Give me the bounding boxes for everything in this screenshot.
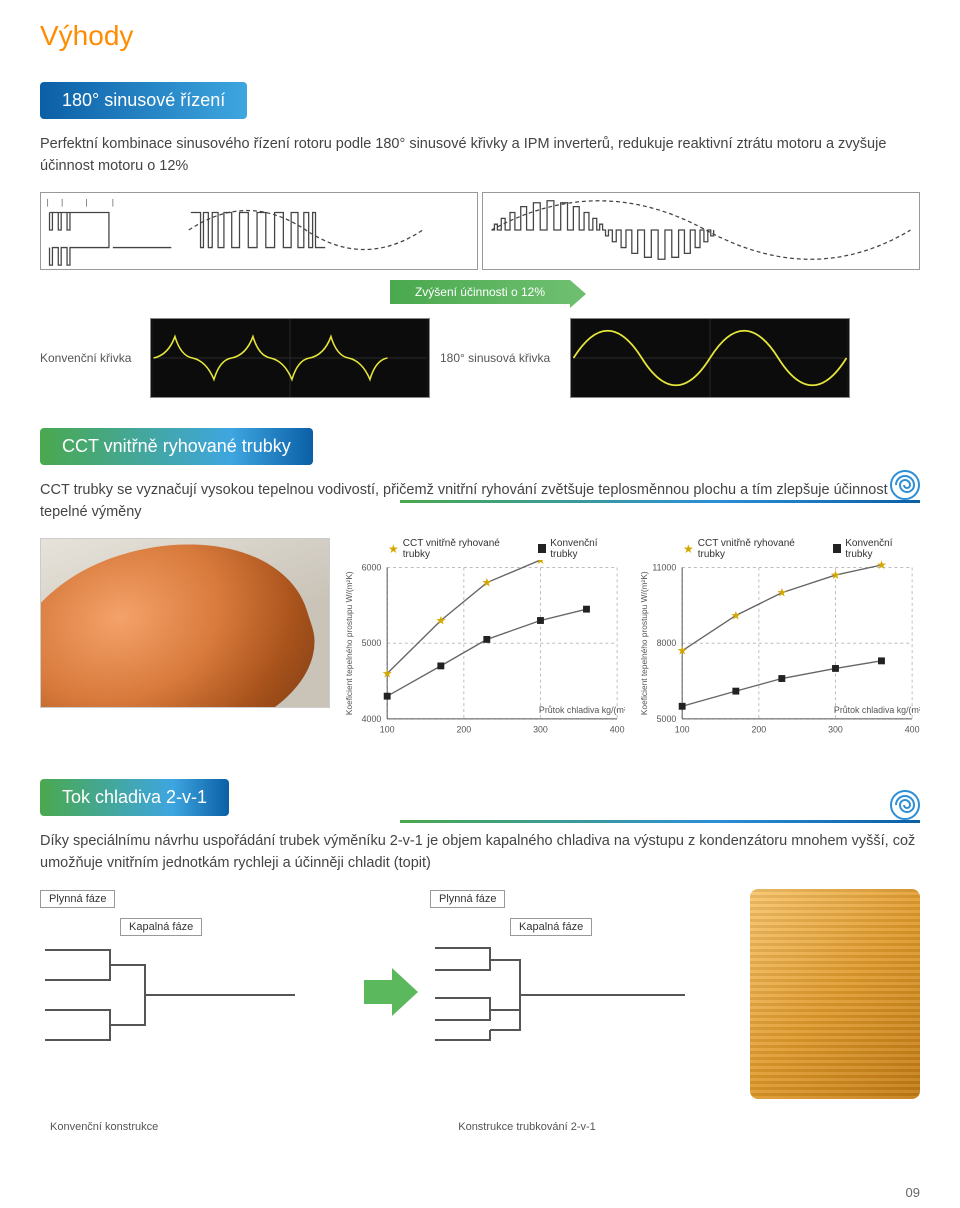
conv-pipes-col: Plynná fáze Kapalná fáze: [40, 889, 350, 1063]
efficiency-badge: Zvýšení účinnosti o 12%: [390, 280, 570, 304]
svg-text:300: 300: [828, 725, 843, 735]
new-pipes-col: Plynná fáze Kapalná fáze: [430, 889, 740, 1063]
oscilloscope-row: Konvenční křivka 180° sinusová křivka: [40, 318, 920, 398]
svg-text:★: ★: [777, 587, 788, 600]
osc-left-label: Konvenční křivka: [40, 351, 140, 365]
page-number: 09: [906, 1185, 920, 1200]
svg-text:5000: 5000: [362, 638, 382, 648]
section1-heading: 180° sinusové řízení: [40, 82, 247, 119]
osc-left: [150, 318, 430, 398]
legend-conv: Konvenční trubky: [550, 538, 625, 560]
gas-label-1: Plynná fáze: [40, 890, 115, 908]
section2-heading: CCT vnitřně ryhované trubky: [40, 428, 313, 465]
pwm-sine-wave: [482, 192, 920, 270]
svg-text:5000: 5000: [657, 714, 677, 724]
svg-text:★: ★: [482, 576, 493, 589]
legend-conv-2: Konvenční trubky: [845, 538, 920, 560]
svg-text:★: ★: [677, 645, 688, 658]
svg-text:6000: 6000: [362, 562, 382, 572]
accent-line: [400, 500, 920, 503]
svg-text:100: 100: [675, 725, 690, 735]
svg-text:★: ★: [535, 560, 546, 567]
liquid-label-2: Kapalná fáze: [510, 918, 592, 936]
svg-text:Koeficient tepelného prostupu: Koeficient tepelného prostupu W/(m²K): [344, 571, 354, 715]
conv-label: Konvenční konstrukce: [50, 1121, 158, 1133]
spiral-icon: [890, 470, 920, 500]
coil-image: [750, 889, 920, 1099]
accent-line-2: [400, 820, 920, 823]
svg-text:300: 300: [533, 725, 548, 735]
svg-text:100: 100: [380, 725, 395, 735]
section1-body: Perfektní kombinace sinusového řízení ro…: [40, 133, 920, 178]
svg-text:400: 400: [610, 725, 625, 735]
svg-text:200: 200: [456, 725, 471, 735]
section3-body: Díky speciálnímu návrhu uspořádání trube…: [40, 830, 920, 875]
svg-text:Koeficient tepelného prostupu: Koeficient tepelného prostupu W/(m²K): [639, 571, 649, 715]
legend-cct-2: CCT vnitřně ryhované trubky: [698, 538, 821, 560]
osc-right: [570, 318, 850, 398]
svg-text:★: ★: [731, 609, 742, 622]
svg-text:★: ★: [382, 667, 393, 680]
svg-text:★: ★: [876, 560, 887, 572]
svg-text:4000: 4000: [362, 714, 382, 724]
svg-text:200: 200: [751, 725, 766, 735]
chart-right: ★ CCT vnitřně ryhované trubky Konvenční t…: [635, 538, 920, 753]
new-label: Konstrukce trubkování 2-v-1: [458, 1121, 596, 1133]
liquid-label-1: Kapalná fáze: [120, 918, 202, 936]
legend-cct: CCT vnitřně ryhované trubky: [403, 538, 526, 560]
svg-text:★: ★: [436, 614, 447, 627]
svg-text:11000: 11000: [652, 562, 676, 572]
svg-text:400: 400: [905, 725, 920, 735]
page-title: Výhody: [40, 20, 920, 52]
svg-text:★: ★: [830, 569, 841, 582]
big-arrow-icon: [360, 962, 420, 1025]
chart-left: ★ CCT vnitřně ryhované trubky Konvenční t…: [340, 538, 625, 753]
spiral-icon-2: [890, 790, 920, 820]
osc-right-label: 180° sinusová křivka: [440, 351, 560, 365]
section3-heading: Tok chladiva 2-v-1: [40, 779, 229, 816]
gas-label-2: Plynná fáze: [430, 890, 505, 908]
pwm-diagram: [40, 192, 920, 270]
pwm-square-wave: [40, 192, 478, 270]
cct-photo: [40, 538, 330, 708]
svg-text:Průtok chladiva kg/(m²s): Průtok chladiva kg/(m²s): [539, 705, 625, 715]
svg-text:8000: 8000: [657, 638, 677, 648]
svg-text:Průtok chladiva kg/(m²s): Průtok chladiva kg/(m²s): [834, 705, 920, 715]
